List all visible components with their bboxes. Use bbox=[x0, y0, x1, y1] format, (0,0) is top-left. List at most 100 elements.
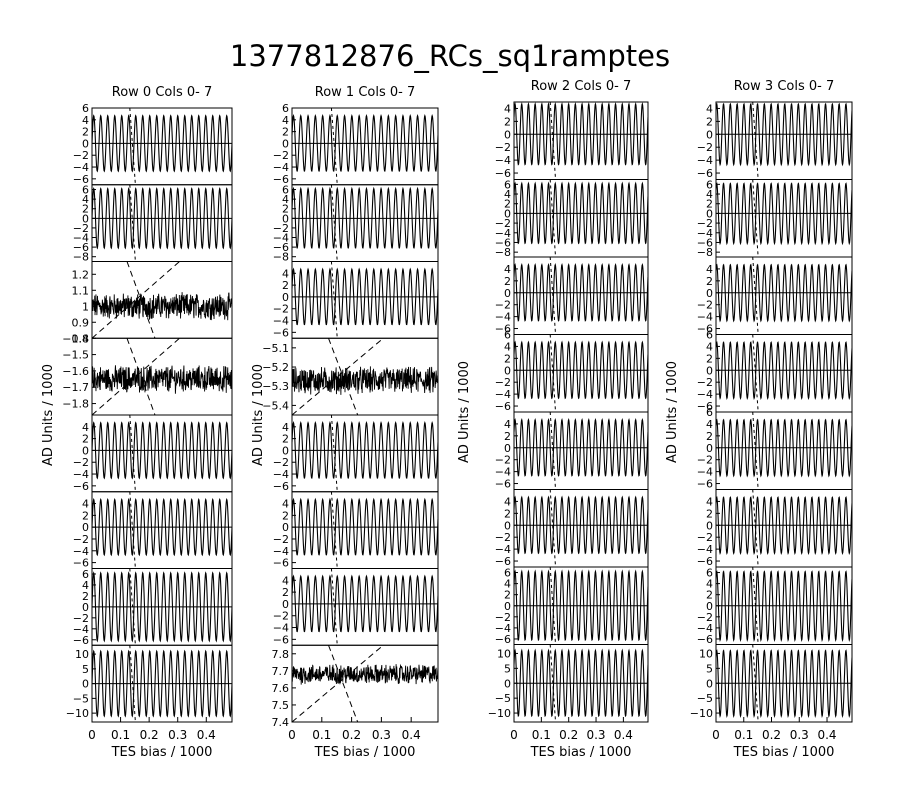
y-tick-label: 0 bbox=[82, 521, 89, 534]
panel-3: −5.1 −5.2 −5.3 −5.4 bbox=[262, 337, 439, 416]
y-tick-label: −1.6 bbox=[62, 365, 89, 378]
y-tick-label: 2 bbox=[706, 115, 713, 128]
diagonal-marker bbox=[549, 257, 557, 335]
x-axis-label: TES bias / 1000 bbox=[530, 745, 632, 760]
y-tick-label: 0 bbox=[504, 442, 511, 455]
y-tick-label: −2 bbox=[697, 141, 713, 154]
y-tick-label: −2 bbox=[73, 612, 89, 625]
y-tick-label: −2 bbox=[495, 217, 511, 230]
y-tick-label: −2 bbox=[273, 149, 289, 162]
y-tick-label: −6 bbox=[73, 634, 89, 647]
panel-5: 420−2−4−6 bbox=[73, 491, 233, 570]
x-tick-label: 0.3 bbox=[586, 728, 605, 742]
y-tick-label: −6 bbox=[273, 633, 289, 646]
y-tick-label: −2 bbox=[495, 141, 511, 154]
column-title: Row 0 Cols 0- 7 bbox=[112, 85, 212, 100]
y-tick-label: 4 bbox=[282, 193, 289, 206]
y-tick-label: 6 bbox=[82, 568, 89, 581]
trace-line bbox=[292, 497, 438, 556]
x-tick-label: 0.4 bbox=[402, 728, 421, 742]
diagonal-marker bbox=[129, 415, 136, 492]
trace-line bbox=[716, 570, 852, 643]
y-tick-label: 4 bbox=[706, 418, 713, 431]
trace-group bbox=[514, 567, 648, 645]
y-tick-label: 0 bbox=[82, 212, 89, 225]
trace-group bbox=[92, 338, 232, 415]
y-tick-label: −5 bbox=[495, 692, 511, 705]
y-tick-label: 5 bbox=[82, 663, 89, 676]
y-tick-label: −2 bbox=[273, 303, 289, 316]
y-tick-label: −2 bbox=[697, 531, 713, 544]
diagonal-marker bbox=[330, 184, 338, 262]
y-tick-label: 7.4 bbox=[272, 716, 290, 729]
y-tick-label: −6 bbox=[73, 241, 89, 254]
trace-group bbox=[514, 257, 648, 335]
y-tick-label: 2 bbox=[504, 115, 511, 128]
trace-group bbox=[292, 415, 438, 492]
y-tick-label: 0.8 bbox=[72, 332, 90, 345]
y-tick-label: −4 bbox=[273, 622, 289, 635]
x-tick-label: 0 bbox=[510, 728, 518, 742]
x-tick-label: 0.3 bbox=[790, 728, 809, 742]
diagonal-marker bbox=[330, 415, 338, 492]
trace-group bbox=[514, 102, 648, 180]
x-tick-label: 0.3 bbox=[168, 728, 187, 742]
trace-line bbox=[716, 341, 852, 400]
trace-group bbox=[92, 108, 232, 185]
y-tick-label: 2 bbox=[82, 126, 89, 139]
y-tick-label: 2 bbox=[706, 198, 713, 211]
trace-line bbox=[292, 574, 438, 633]
trace-line bbox=[514, 181, 648, 245]
y-tick-label: −2 bbox=[73, 456, 89, 469]
y-tick-label: 4 bbox=[706, 102, 713, 115]
y-tick-label: −8 bbox=[495, 246, 511, 259]
y-tick-label: −5.4 bbox=[262, 399, 289, 412]
trace-line bbox=[514, 340, 648, 400]
panel-2: 420−2−4−6 bbox=[495, 256, 649, 336]
y-tick-label: 0 bbox=[504, 128, 511, 141]
y-tick-label: 2 bbox=[706, 430, 713, 443]
trace-group bbox=[292, 568, 438, 646]
y-tick-label: −6 bbox=[697, 236, 713, 249]
y-tick-label: 4 bbox=[504, 263, 511, 276]
y-tick-label: −2 bbox=[697, 299, 713, 312]
panel-7: 7.8 7.7 7.6 7.5 7.4 bbox=[272, 644, 439, 729]
trace-line bbox=[716, 418, 852, 478]
trace-group bbox=[514, 334, 648, 412]
y-tick-label: −2 bbox=[73, 533, 89, 546]
y-tick-label: 4 bbox=[706, 263, 713, 276]
trace-line bbox=[716, 263, 852, 323]
y-tick-label: −4 bbox=[697, 388, 713, 401]
trace-group bbox=[292, 184, 438, 262]
y-tick-label: −2 bbox=[495, 299, 511, 312]
y-tick-label: −2 bbox=[697, 454, 713, 467]
panel-2: 420−2−4−6 bbox=[697, 256, 853, 336]
y-tick-label: 6 bbox=[82, 184, 89, 197]
x-axis-label: TES bias / 1000 bbox=[111, 745, 213, 760]
y-tick-label: 0 bbox=[282, 521, 289, 534]
y-axis-label: AD Units / 1000 bbox=[457, 361, 472, 463]
y-tick-label: 0 bbox=[504, 519, 511, 532]
panel-frame bbox=[291, 644, 439, 723]
x-tick-label: 0.2 bbox=[140, 728, 159, 742]
y-tick-label: 4 bbox=[282, 114, 289, 127]
y-tick-label: −2 bbox=[273, 610, 289, 623]
y-tick-label: 2 bbox=[82, 590, 89, 603]
y-tick-label: 4 bbox=[504, 495, 511, 508]
panel-2: 1.2 1.1 1 0.9 0.8 bbox=[72, 261, 233, 345]
y-tick-label: −5.1 bbox=[262, 342, 289, 355]
trace-line bbox=[514, 495, 648, 555]
y-tick-label: −4 bbox=[273, 315, 289, 328]
y-tick-label: 0 bbox=[82, 678, 89, 691]
y-tick-label: −4 bbox=[495, 227, 511, 240]
y-tick-label: −2 bbox=[697, 376, 713, 389]
y-tick-label: −6 bbox=[697, 478, 713, 491]
y-tick-label: 1.2 bbox=[72, 268, 90, 281]
y-tick-label: −5 bbox=[73, 692, 89, 705]
x-tick-label: 0 bbox=[712, 728, 720, 742]
y-tick-label: 4 bbox=[504, 340, 511, 353]
y-tick-label: −2 bbox=[73, 222, 89, 235]
trace-group bbox=[292, 645, 438, 722]
